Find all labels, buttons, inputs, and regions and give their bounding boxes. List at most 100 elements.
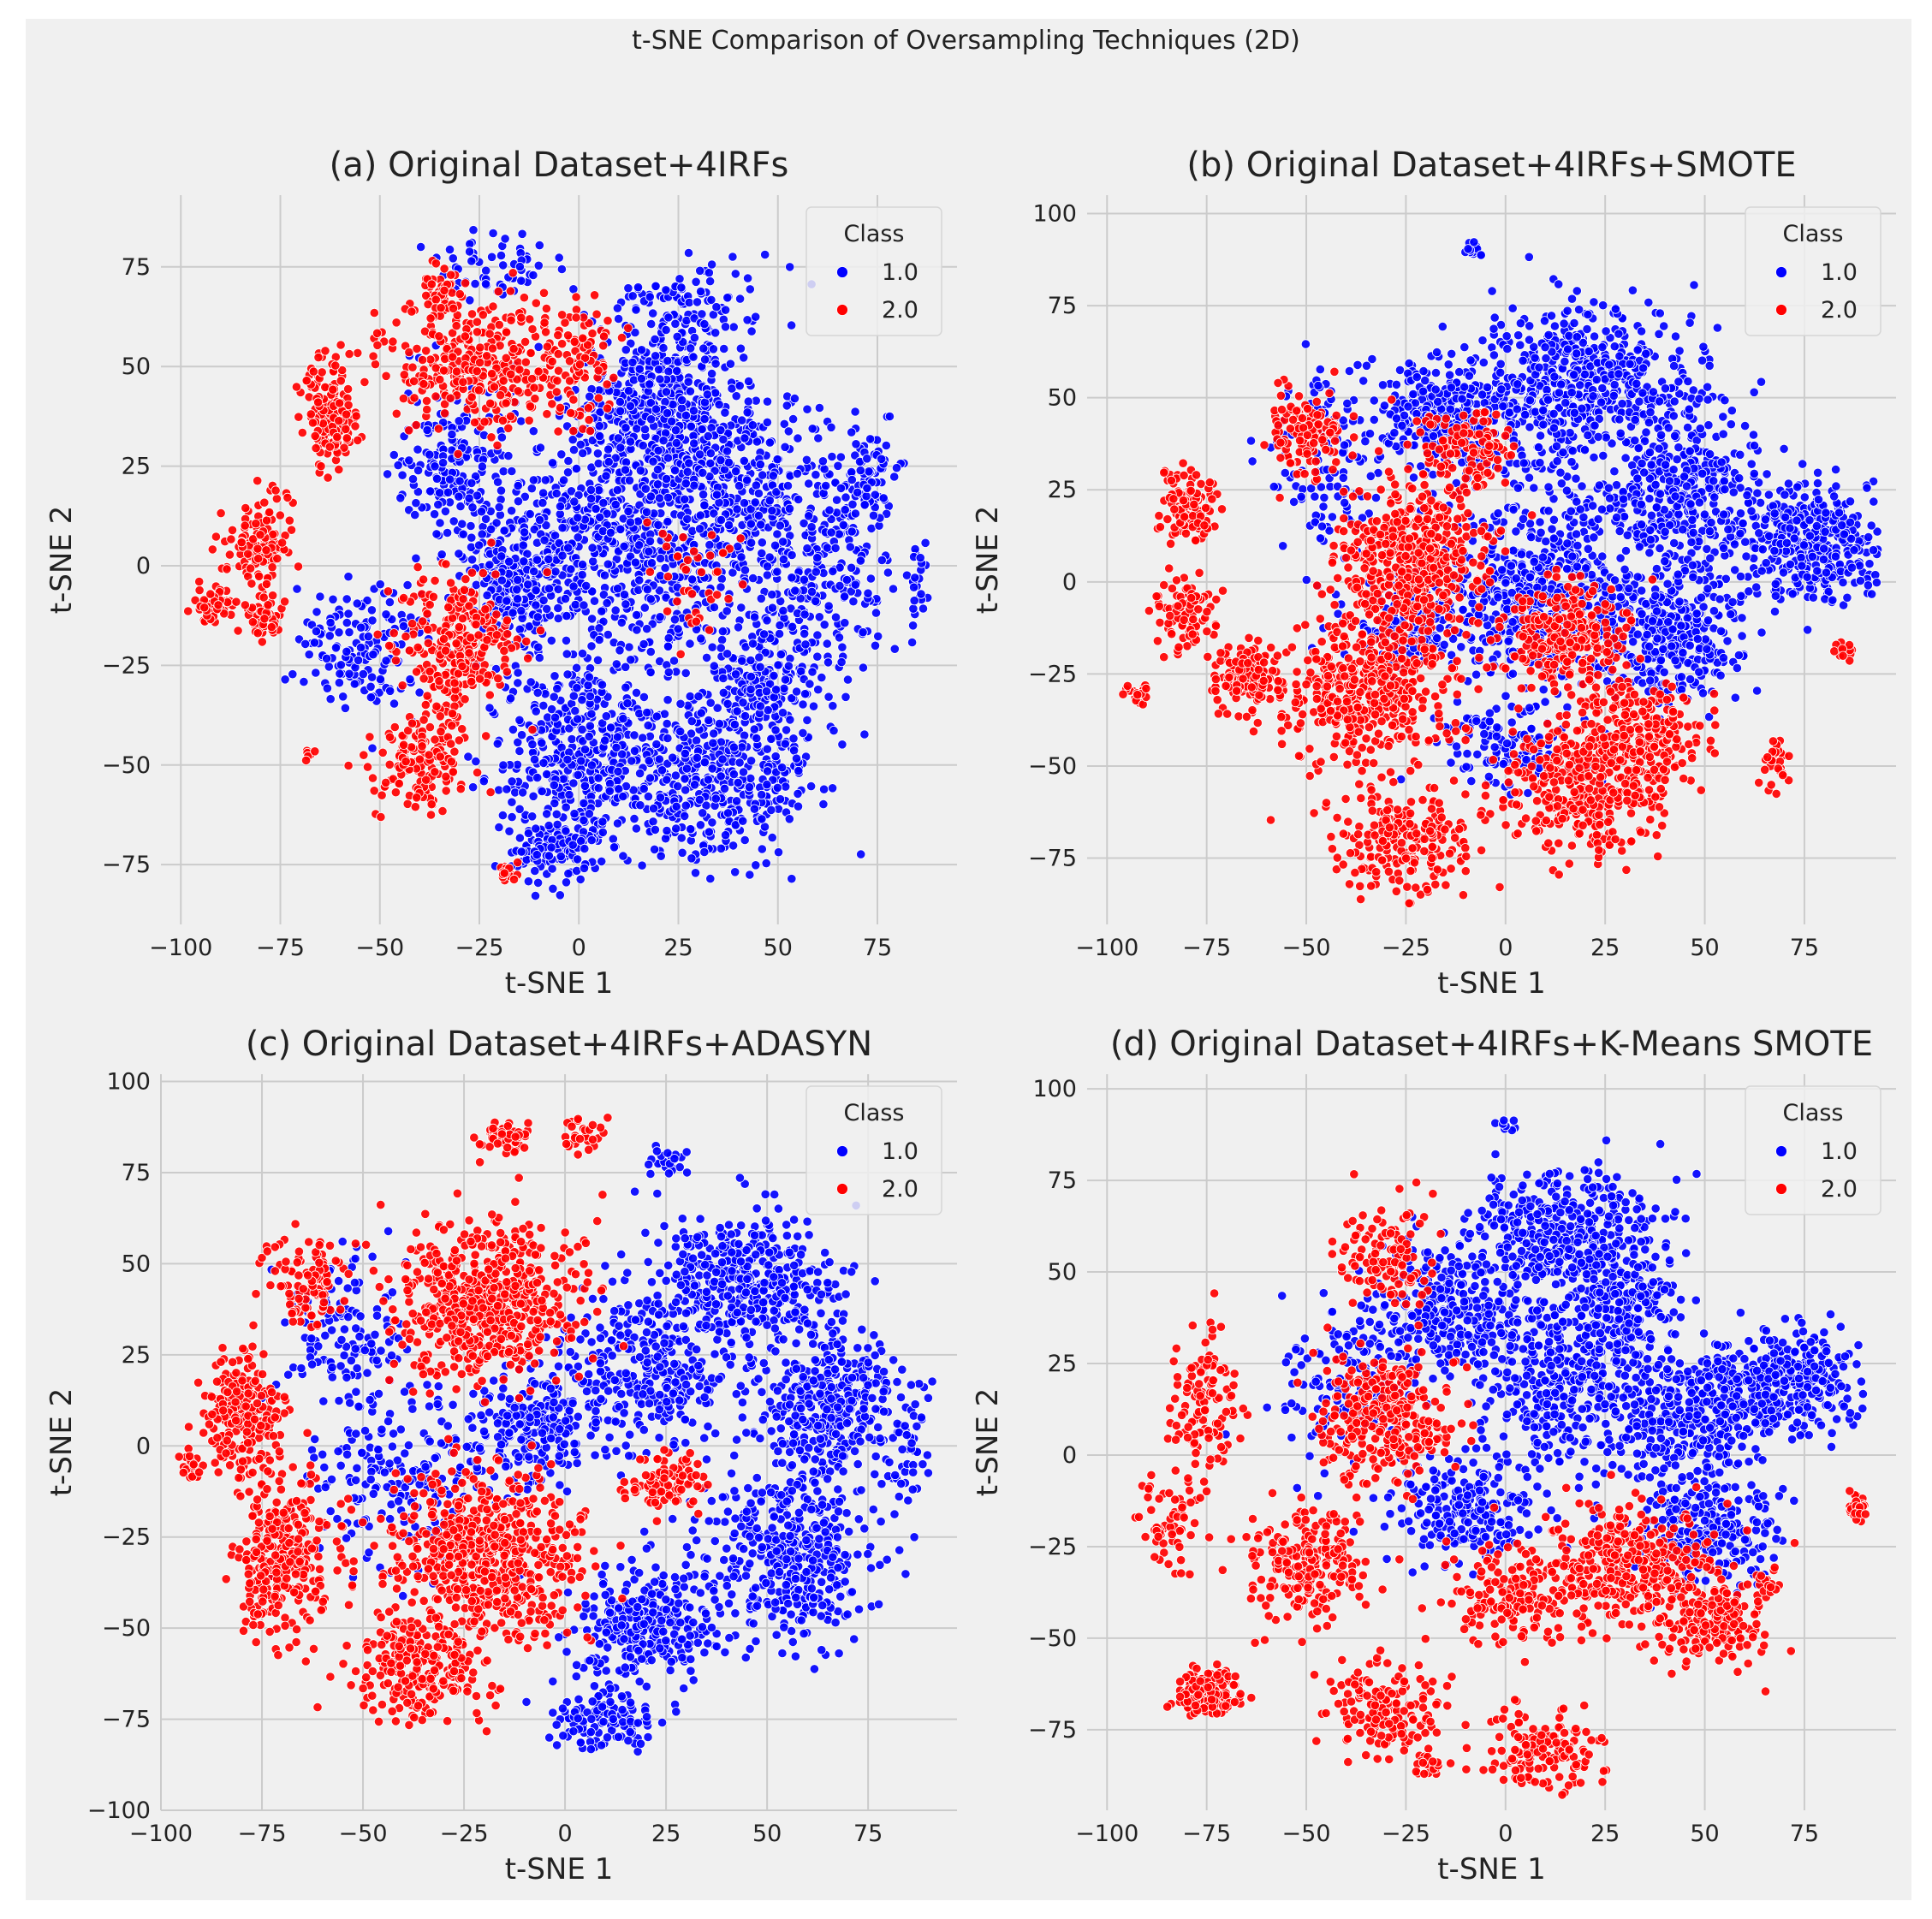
data-point bbox=[528, 740, 537, 749]
data-point bbox=[807, 523, 816, 532]
data-point bbox=[663, 719, 671, 728]
data-point bbox=[505, 557, 514, 566]
data-point bbox=[781, 675, 789, 684]
data-point bbox=[574, 770, 582, 779]
data-point bbox=[831, 613, 840, 621]
data-point bbox=[841, 619, 849, 627]
data-point bbox=[794, 434, 802, 443]
data-point bbox=[746, 685, 755, 693]
data-point bbox=[848, 500, 857, 508]
data-point bbox=[771, 686, 780, 694]
data-point bbox=[686, 692, 694, 700]
data-point bbox=[771, 726, 780, 734]
data-point bbox=[773, 567, 782, 576]
data-point bbox=[687, 344, 695, 353]
data-point bbox=[605, 787, 614, 795]
data-point bbox=[663, 826, 671, 835]
data-point bbox=[687, 422, 695, 431]
data-point bbox=[593, 449, 602, 458]
data-point bbox=[731, 670, 740, 679]
data-point bbox=[596, 513, 604, 521]
data-point bbox=[586, 692, 594, 700]
data-point bbox=[639, 692, 648, 701]
data-point bbox=[508, 609, 517, 617]
data-point bbox=[515, 746, 524, 755]
data-point bbox=[639, 734, 647, 742]
data-point bbox=[645, 774, 654, 782]
data-point bbox=[773, 530, 782, 538]
data-point bbox=[638, 861, 646, 870]
data-point bbox=[815, 613, 823, 621]
data-point bbox=[508, 798, 516, 806]
data-point bbox=[843, 675, 852, 684]
data-point bbox=[776, 795, 784, 804]
data-point bbox=[763, 767, 771, 775]
data-point bbox=[800, 610, 809, 619]
data-point bbox=[784, 427, 793, 436]
data-point bbox=[784, 662, 793, 670]
data-point bbox=[663, 775, 671, 784]
data-point bbox=[835, 633, 843, 642]
data-point bbox=[779, 555, 788, 563]
data-point bbox=[515, 805, 524, 813]
data-point bbox=[757, 520, 765, 529]
data-point bbox=[587, 710, 596, 718]
data-point bbox=[811, 597, 820, 605]
data-point bbox=[731, 868, 740, 876]
data-point bbox=[532, 707, 540, 716]
data-point bbox=[520, 557, 528, 566]
data-point bbox=[758, 471, 767, 479]
data-point bbox=[720, 344, 728, 353]
data-point bbox=[709, 739, 717, 747]
data-point bbox=[700, 398, 709, 407]
data-point bbox=[763, 616, 771, 625]
data-point bbox=[500, 526, 508, 535]
data-point bbox=[700, 501, 709, 509]
data-point bbox=[824, 602, 833, 610]
data-point bbox=[716, 844, 725, 853]
data-point bbox=[635, 769, 644, 777]
data-point bbox=[721, 408, 729, 417]
data-point bbox=[681, 749, 689, 758]
data-point bbox=[664, 367, 673, 376]
data-point bbox=[740, 731, 748, 740]
data-point bbox=[752, 861, 760, 870]
data-point bbox=[643, 708, 651, 716]
data-point bbox=[552, 489, 561, 497]
data-point bbox=[781, 443, 789, 451]
data-point bbox=[811, 567, 820, 576]
data-point bbox=[693, 753, 701, 762]
data-point bbox=[706, 698, 715, 707]
data-point bbox=[467, 543, 475, 551]
data-point bbox=[529, 476, 538, 484]
data-point bbox=[828, 784, 836, 793]
data-point bbox=[586, 392, 594, 401]
data-point bbox=[663, 734, 672, 742]
data-point bbox=[506, 694, 514, 703]
data-point bbox=[877, 556, 886, 564]
data-point bbox=[805, 680, 814, 688]
data-point bbox=[549, 884, 557, 893]
data-point bbox=[485, 704, 494, 712]
data-point bbox=[803, 716, 811, 724]
data-point bbox=[613, 733, 621, 741]
data-point bbox=[698, 809, 707, 817]
data-point bbox=[659, 437, 668, 445]
data-point bbox=[859, 628, 867, 637]
data-point bbox=[758, 815, 766, 823]
data-point bbox=[773, 783, 782, 792]
data-point bbox=[514, 575, 522, 584]
y-tick-label: −25 bbox=[102, 652, 151, 679]
data-point bbox=[602, 712, 610, 721]
data-point bbox=[851, 407, 859, 416]
data-point bbox=[659, 343, 668, 352]
y-tick-label: −50 bbox=[102, 752, 151, 779]
data-point bbox=[663, 454, 672, 462]
data-point bbox=[813, 554, 822, 562]
data-point bbox=[681, 801, 690, 810]
data-point bbox=[530, 755, 538, 763]
data-point bbox=[706, 874, 715, 882]
data-point bbox=[719, 674, 728, 682]
data-point bbox=[841, 692, 850, 701]
data-point bbox=[806, 781, 815, 790]
